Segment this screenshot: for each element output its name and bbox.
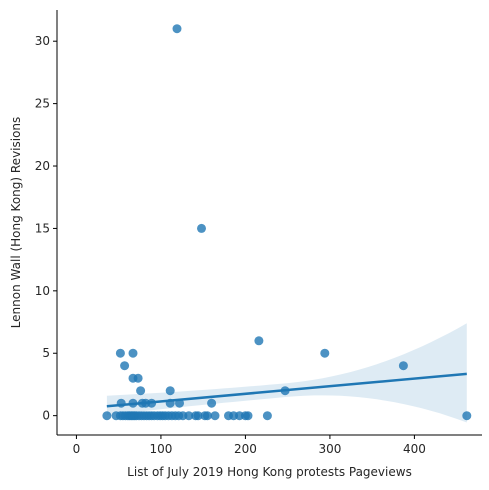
data-point <box>243 411 253 421</box>
regression-line <box>106 372 467 408</box>
data-point <box>165 386 175 396</box>
data-point <box>210 411 220 421</box>
y-axis-ticks: 0 5 10 15 20 25 30 <box>35 34 57 423</box>
x-axis-label: List of July 2019 Hong Kong protests Pag… <box>127 465 412 479</box>
data-point <box>128 348 138 358</box>
data-point <box>193 411 203 421</box>
x-tick-label: 400 <box>403 442 426 456</box>
data-point <box>136 386 146 396</box>
y-axis-label: Lennon Wall (Hong Kong) Revisions <box>9 117 23 329</box>
data-point <box>102 411 112 421</box>
y-tick-label: 10 <box>35 284 50 298</box>
x-tick-label: 0 <box>73 442 81 456</box>
y-tick-label: 5 <box>42 346 50 360</box>
data-point <box>207 398 217 408</box>
data-point <box>197 223 206 233</box>
data-point <box>398 361 408 371</box>
data-point <box>202 411 212 421</box>
x-tick-label: 100 <box>149 442 172 456</box>
data-point <box>172 24 182 34</box>
y-tick-label: 0 <box>42 409 50 423</box>
y-tick-label: 25 <box>35 97 50 111</box>
x-tick-label: 300 <box>318 442 341 456</box>
y-tick-label: 15 <box>35 221 50 235</box>
data-point <box>133 373 143 383</box>
data-point <box>320 348 330 358</box>
data-point <box>462 411 472 421</box>
x-axis-ticks: 0 100 200 300 400 <box>73 435 426 456</box>
y-tick-label: 20 <box>35 159 50 173</box>
confidence-band <box>106 323 467 423</box>
data-point <box>262 411 272 421</box>
data-point <box>120 361 130 371</box>
data-point <box>115 348 125 358</box>
data-point <box>184 411 194 421</box>
y-tick-label: 30 <box>35 34 50 48</box>
plot-area <box>102 24 472 423</box>
x-tick-label: 200 <box>234 442 257 456</box>
data-point <box>254 336 264 346</box>
